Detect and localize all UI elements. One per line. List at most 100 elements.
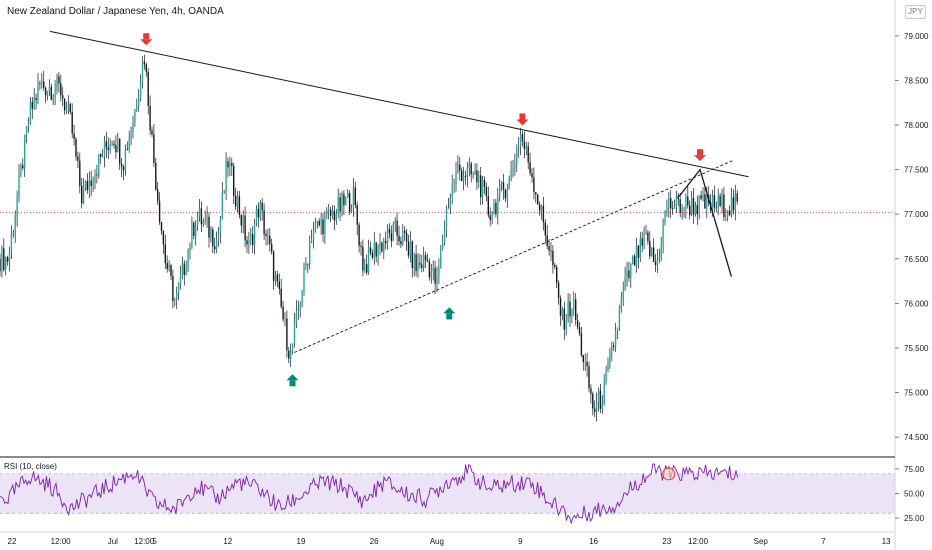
candle-body [379, 242, 381, 248]
price-tick-label: 76.000 [904, 299, 929, 308]
candle-body [609, 351, 611, 365]
candle-body [451, 185, 453, 198]
price-tick-label: 75.500 [904, 344, 929, 353]
candle-body [497, 196, 499, 215]
candle-body [290, 350, 292, 359]
candle-body [107, 147, 109, 150]
candle-body [660, 244, 662, 258]
x-tick-label: Jul [108, 537, 118, 546]
candle-body [88, 180, 90, 191]
candle-body [189, 247, 191, 251]
candle-body [381, 242, 383, 252]
candle-body [662, 223, 664, 245]
candle-body [172, 276, 174, 301]
candle-body [654, 262, 657, 266]
candle-body [119, 138, 121, 164]
candle-body [141, 61, 144, 83]
candle-body [219, 218, 222, 234]
candle-body [426, 260, 429, 262]
candle-body [350, 208, 353, 212]
candle-body [181, 263, 184, 277]
candle-body [550, 250, 552, 252]
candle-body [415, 254, 417, 271]
candle-body [624, 277, 626, 291]
candle-body [1, 248, 3, 272]
candle-body [734, 193, 736, 211]
x-tick-label: 12 [223, 537, 232, 546]
candle-body [130, 131, 132, 139]
x-tick-label: 12:00 [688, 537, 709, 546]
candle-body [637, 245, 640, 258]
candle-body [136, 106, 138, 110]
candle-body [645, 232, 647, 235]
candle-body [231, 163, 233, 166]
candle-body [493, 202, 495, 214]
candle-body [124, 149, 127, 171]
candle-body [90, 180, 92, 186]
candle-body [527, 146, 529, 163]
candle-body [122, 166, 125, 171]
candle-body [265, 233, 267, 236]
candle-body [476, 170, 478, 183]
candle-body [356, 205, 358, 225]
candle-body [411, 241, 413, 269]
x-tick-label: Aug [430, 537, 444, 546]
candle-body [557, 282, 560, 299]
currency-badge[interactable]: JPY [905, 5, 926, 19]
candle-body [29, 102, 32, 123]
candle-body [700, 195, 702, 199]
candle-body [210, 229, 212, 238]
x-tick-label: 26 [370, 537, 379, 546]
candle-body [727, 210, 729, 217]
candle-body [276, 274, 279, 282]
candle-body [580, 333, 583, 356]
candle-body [622, 290, 624, 299]
x-tick-label: 19 [297, 537, 306, 546]
candle-body [204, 219, 206, 222]
arrow-shaft [143, 33, 150, 40]
candle-body [60, 83, 62, 96]
candle-body [333, 210, 336, 221]
candle-body [214, 246, 216, 250]
candle-body [176, 292, 178, 300]
candle-body [575, 299, 577, 321]
candle-body [364, 264, 366, 271]
candle-body [253, 223, 256, 245]
candle-body [354, 187, 356, 206]
candle-body [326, 209, 328, 215]
candle-body [736, 193, 738, 202]
candle-body [595, 401, 598, 412]
candle-body [443, 229, 446, 243]
candle-body [671, 208, 674, 210]
candle-body [109, 143, 111, 150]
candle-body [495, 202, 497, 215]
buy-arrow-icon [286, 374, 299, 387]
candle-body [50, 87, 52, 100]
candle-body [518, 146, 520, 149]
candle-body [371, 252, 374, 258]
arrow-head [286, 374, 299, 381]
candle-body [544, 222, 546, 236]
candle-body [702, 194, 704, 199]
candle-body [721, 194, 723, 206]
candle-body [100, 154, 102, 157]
candle-body [525, 146, 527, 149]
annotations [49, 30, 749, 481]
candle-body [170, 265, 172, 277]
candle-body [715, 207, 717, 209]
candle-body [117, 138, 119, 153]
candle-body [314, 223, 317, 232]
candle-body [16, 198, 18, 217]
candle-body [221, 192, 223, 219]
candle-body [274, 274, 277, 281]
x-tick-label: 12:00 [51, 537, 72, 546]
candle-body [195, 225, 197, 237]
candle-body [502, 182, 505, 190]
candle-body [252, 234, 254, 245]
candle-body [164, 244, 166, 264]
candle-body [309, 241, 311, 265]
candle-body [573, 299, 575, 310]
candle-body [434, 267, 436, 284]
candle-body [345, 197, 347, 206]
